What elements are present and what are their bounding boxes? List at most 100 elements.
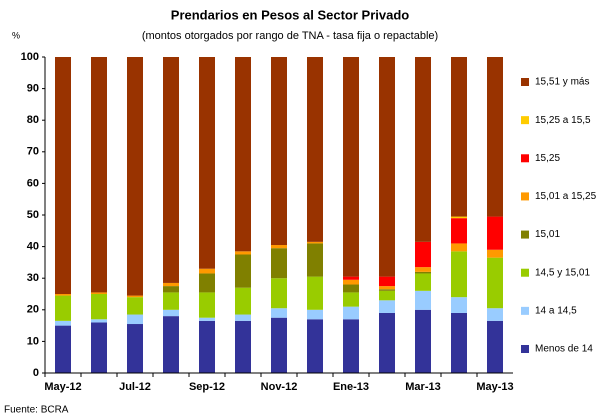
bar-segment [379,289,395,291]
bar-segment [307,57,323,242]
y-axis-label: % [12,30,20,40]
legend-swatch [521,154,529,163]
y-tick-label: 10 [27,335,39,347]
bar-segment [55,325,71,373]
legend-label: 14,5 y 15,01 [535,267,590,278]
y-tick-label: 70 [27,146,39,158]
bar-segment [451,216,467,219]
bar-segment [415,290,431,310]
chart-title: Prendarios en Pesos al Sector Privado [171,7,409,22]
bar-segment [235,314,251,321]
bar-segment [487,257,503,309]
bar-segment [91,322,107,373]
legend-swatch [521,306,529,315]
bar-segment [415,273,431,291]
x-tick-label: Jul-12 [119,381,151,393]
bar-segment [487,216,503,250]
bar-segment [271,248,287,279]
bar-segment [235,320,251,373]
legend-label: 15,01 [535,229,560,240]
legend-swatch [521,192,529,201]
bar-segment [199,317,215,321]
bar-segment [451,218,467,244]
bar-segment [307,319,323,373]
bar-segment [379,276,395,287]
bar-segment [199,268,215,274]
bar-segment [163,57,179,283]
bar-segment [415,241,431,268]
bar-segment [55,57,71,294]
bar-segment [199,57,215,269]
y-tick-label: 0 [33,367,39,379]
bar-segment [451,243,467,252]
bar-segment [271,308,287,318]
y-tick-label: 100 [21,51,39,63]
bar-segment [91,292,107,294]
bar-segment [163,292,179,310]
legend-label: 15,25 a 15,5 [535,115,591,126]
bar-segment [451,297,467,313]
legend-swatch [521,116,529,125]
x-tick-label: May-12 [44,381,81,393]
bar-segment [271,278,287,309]
bar-segment [343,292,359,307]
bar-segment [127,314,143,325]
bar-segment [307,309,323,320]
legend-label: 15,25 [535,153,560,164]
bar-segment [55,320,71,326]
bar-segment [235,287,251,315]
x-tick-label: Ene-13 [333,381,369,393]
bar-segment [163,286,179,293]
bar-segment [343,319,359,373]
y-tick-label: 50 [27,209,39,221]
bar-segment [415,309,431,373]
bar-segment [307,243,323,277]
bar-segment [379,286,395,290]
bar-segment [199,292,215,318]
legend-swatch [521,268,529,277]
bar-segment [415,57,431,242]
bar-segment [343,306,359,320]
bar-segment [55,295,71,321]
bar-segment [379,57,395,277]
bar-segment [163,282,179,287]
legend-swatch [521,230,529,239]
bar-segment [307,276,323,310]
bar-segment [271,317,287,373]
bar-segment [271,57,287,246]
bar-segment [271,245,287,249]
y-tick-label: 30 [27,272,39,284]
bar-segment [379,312,395,373]
bar-segment [235,254,251,288]
bar-segment [55,294,71,296]
legend-label: 14 a 14,5 [535,305,577,316]
bar-segment [487,308,503,321]
bar-segment [127,324,143,373]
bar-segment [343,57,359,277]
bar-segment [379,290,395,301]
y-tick-label: 40 [27,241,39,253]
bar-segment [451,57,467,217]
x-tick-label: Sep-12 [189,381,225,393]
bar-segment [163,309,179,317]
x-tick-label: Mar-13 [405,381,440,393]
y-tick-label: 90 [27,83,39,95]
y-tick-label: 80 [27,114,39,126]
bar-segment [163,316,179,373]
x-tick-label: May-13 [476,381,513,393]
legend-label: 15,51 y más [535,77,589,88]
bar-segment [235,251,251,255]
chart-subtitle: (montos otorgados por rango de TNA - tas… [142,30,438,42]
bar-segment [343,276,359,280]
bar-segment [307,241,323,244]
legend-label: Menos de 14 [535,344,593,355]
bar-segment [379,300,395,313]
bar-segment [451,251,467,298]
bar-segment [451,312,467,373]
bar-segment [415,267,431,272]
bar-segment [127,295,143,298]
bar-segment [199,320,215,373]
bar-segment [91,319,107,323]
y-tick-label: 60 [27,177,39,189]
